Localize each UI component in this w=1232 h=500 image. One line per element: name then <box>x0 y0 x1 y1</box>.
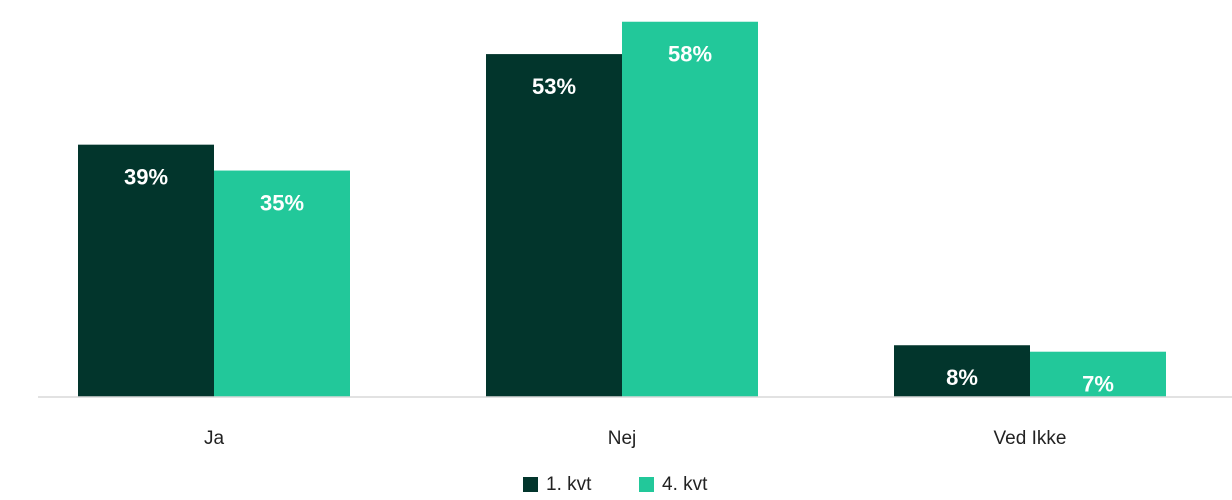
category-labels: Ja Nej Ved Ikke <box>204 428 1066 449</box>
legend: 1. kvt 4. kvt <box>523 474 708 495</box>
bar-nej-series-2 <box>622 22 758 397</box>
legend-label-series-1: 1. kvt <box>546 474 592 495</box>
category-label-ved-ikke: Ved Ikke <box>994 428 1067 449</box>
legend-swatch-series-2 <box>639 477 654 492</box>
category-label-nej: Nej <box>608 428 637 449</box>
data-label-ved-ikke-series-2: 7% <box>1082 372 1114 397</box>
data-label-ved-ikke-series-1: 8% <box>946 365 978 390</box>
data-label-nej-series-2: 58% <box>668 42 712 67</box>
bar-nej-series-1 <box>486 54 622 397</box>
legend-label-series-2: 4. kvt <box>662 474 708 495</box>
legend-swatch-series-1 <box>523 477 538 492</box>
data-label-ja-series-1: 39% <box>124 165 168 190</box>
bars-group: 39% 35% 53% 58% 8% 7% <box>78 22 1166 397</box>
data-label-ja-series-2: 35% <box>260 191 304 216</box>
category-label-ja: Ja <box>204 428 225 449</box>
data-label-nej-series-1: 53% <box>532 74 576 99</box>
